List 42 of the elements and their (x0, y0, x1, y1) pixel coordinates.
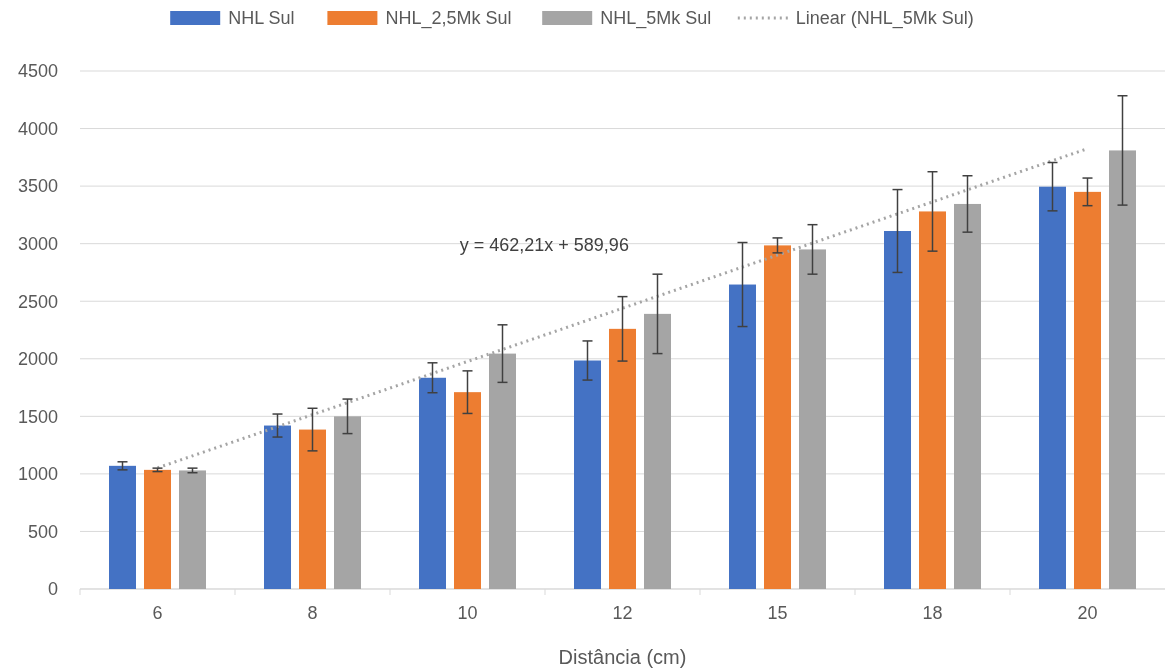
annotation: y = 462,21x + 589,96 (459, 234, 629, 255)
y-tick-label: 2500 (17, 291, 58, 312)
bar (334, 416, 361, 589)
legend-label: NHL_5Mk Sul (600, 8, 712, 30)
bar (179, 470, 206, 589)
y-tick-label: 4500 (17, 61, 58, 82)
legend-label: NHL_2,5Mk Sul (385, 8, 512, 30)
bar (1109, 150, 1136, 589)
bar (574, 360, 601, 589)
bar (454, 392, 481, 589)
bar (919, 211, 946, 589)
x-tick-label: 6 (152, 603, 163, 623)
x-tick-label: 20 (1077, 603, 1098, 623)
y-tick-label: 500 (27, 521, 58, 542)
bar (1074, 191, 1101, 589)
x-tick-label: 18 (922, 603, 943, 623)
x-axis-title: Distância (cm) (558, 646, 687, 668)
bar (109, 465, 136, 589)
bar (609, 328, 636, 589)
y-tick-label: 2000 (17, 349, 58, 370)
bar (729, 284, 756, 589)
bar (1039, 186, 1066, 589)
bar (764, 245, 791, 589)
x-tick-label: 12 (612, 603, 633, 623)
bar (884, 231, 911, 589)
bar (144, 469, 171, 589)
x-tick-label: 10 (457, 603, 478, 623)
y-tick-label: 1000 (17, 464, 58, 485)
legend-label: Linear (NHL_5Mk Sul) (795, 8, 974, 30)
y-tick-label: 4000 (17, 118, 58, 139)
bar (954, 203, 981, 589)
bar (264, 425, 291, 589)
x-tick-label: 8 (307, 603, 318, 623)
y-tick-label: 3500 (17, 176, 58, 197)
bar (644, 313, 671, 589)
y-tick-label: 0 (47, 579, 58, 600)
x-tick-label: 15 (767, 603, 788, 623)
bar (419, 377, 446, 589)
y-tick-label: 1500 (17, 406, 58, 427)
bar (299, 429, 326, 589)
y-tick-label: 3000 (17, 233, 58, 254)
legend-label: NHL Sul (228, 8, 295, 29)
